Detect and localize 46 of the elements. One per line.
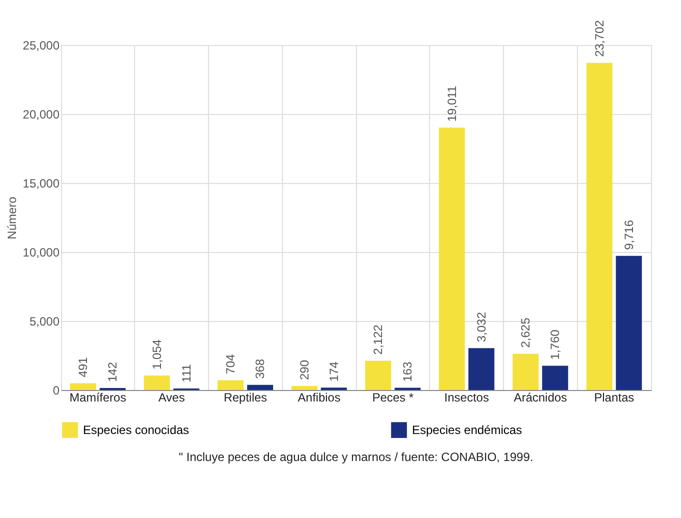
x-tick-label: Anfibios [298, 390, 340, 404]
data-label: 1,760 [548, 329, 562, 360]
bar [468, 348, 494, 390]
bar [144, 375, 170, 390]
y-tick-label: 15,000 [22, 176, 60, 190]
bar [218, 380, 244, 390]
x-tick-label: Arácnidos [514, 390, 568, 404]
x-tick-label: Reptiles [224, 390, 268, 404]
data-label: 491 [76, 356, 90, 378]
bar [512, 354, 539, 390]
bar [247, 384, 274, 390]
data-label: 23,702 [592, 20, 606, 57]
x-tick-label: Peces * [372, 390, 414, 404]
text: " Incluye peces de agua dulce y marnos / fuente: CONABIO, 1999. [178, 450, 534, 464]
bar [70, 383, 96, 390]
y-tick-label: 5,000 [29, 314, 60, 328]
x-tick-label: Insectos [444, 390, 489, 404]
y-tick-label: 0 [52, 384, 60, 398]
y-tick-label: 25,000 [22, 38, 60, 52]
data-label: 290 [297, 360, 312, 380]
bar [291, 386, 318, 390]
data-label: 2,625 [518, 317, 533, 348]
x-tick-label: Mamíferos [70, 390, 126, 404]
bar [542, 366, 568, 390]
data-label: 704 [224, 354, 238, 374]
x-tick-label: Plantas [594, 390, 634, 404]
data-label: 9,716 [622, 220, 636, 250]
data-label: 2,122 [371, 324, 386, 355]
x-tick-label: Aves [158, 390, 185, 404]
legend-label: Especies endémicas [412, 423, 522, 438]
y-tick-label: 20,000 [22, 108, 60, 122]
data-label: 368 [253, 358, 268, 379]
data-label: 1,054 [150, 339, 164, 370]
bar [616, 256, 642, 390]
bar [586, 62, 612, 390]
y-tick-label: 10,000 [22, 246, 60, 260]
legend-label: Especies conocidas [83, 423, 190, 438]
data-label: 3,032 [474, 312, 488, 342]
data-label: 174 [326, 361, 341, 382]
data-label: 163 [400, 361, 415, 382]
data-label: 142 [106, 362, 120, 382]
data-label: 19,011 [444, 86, 459, 122]
y-axis-title: Número [4, 196, 19, 240]
data-label: 111 [179, 364, 194, 382]
bar [438, 128, 465, 390]
bar [365, 360, 392, 390]
